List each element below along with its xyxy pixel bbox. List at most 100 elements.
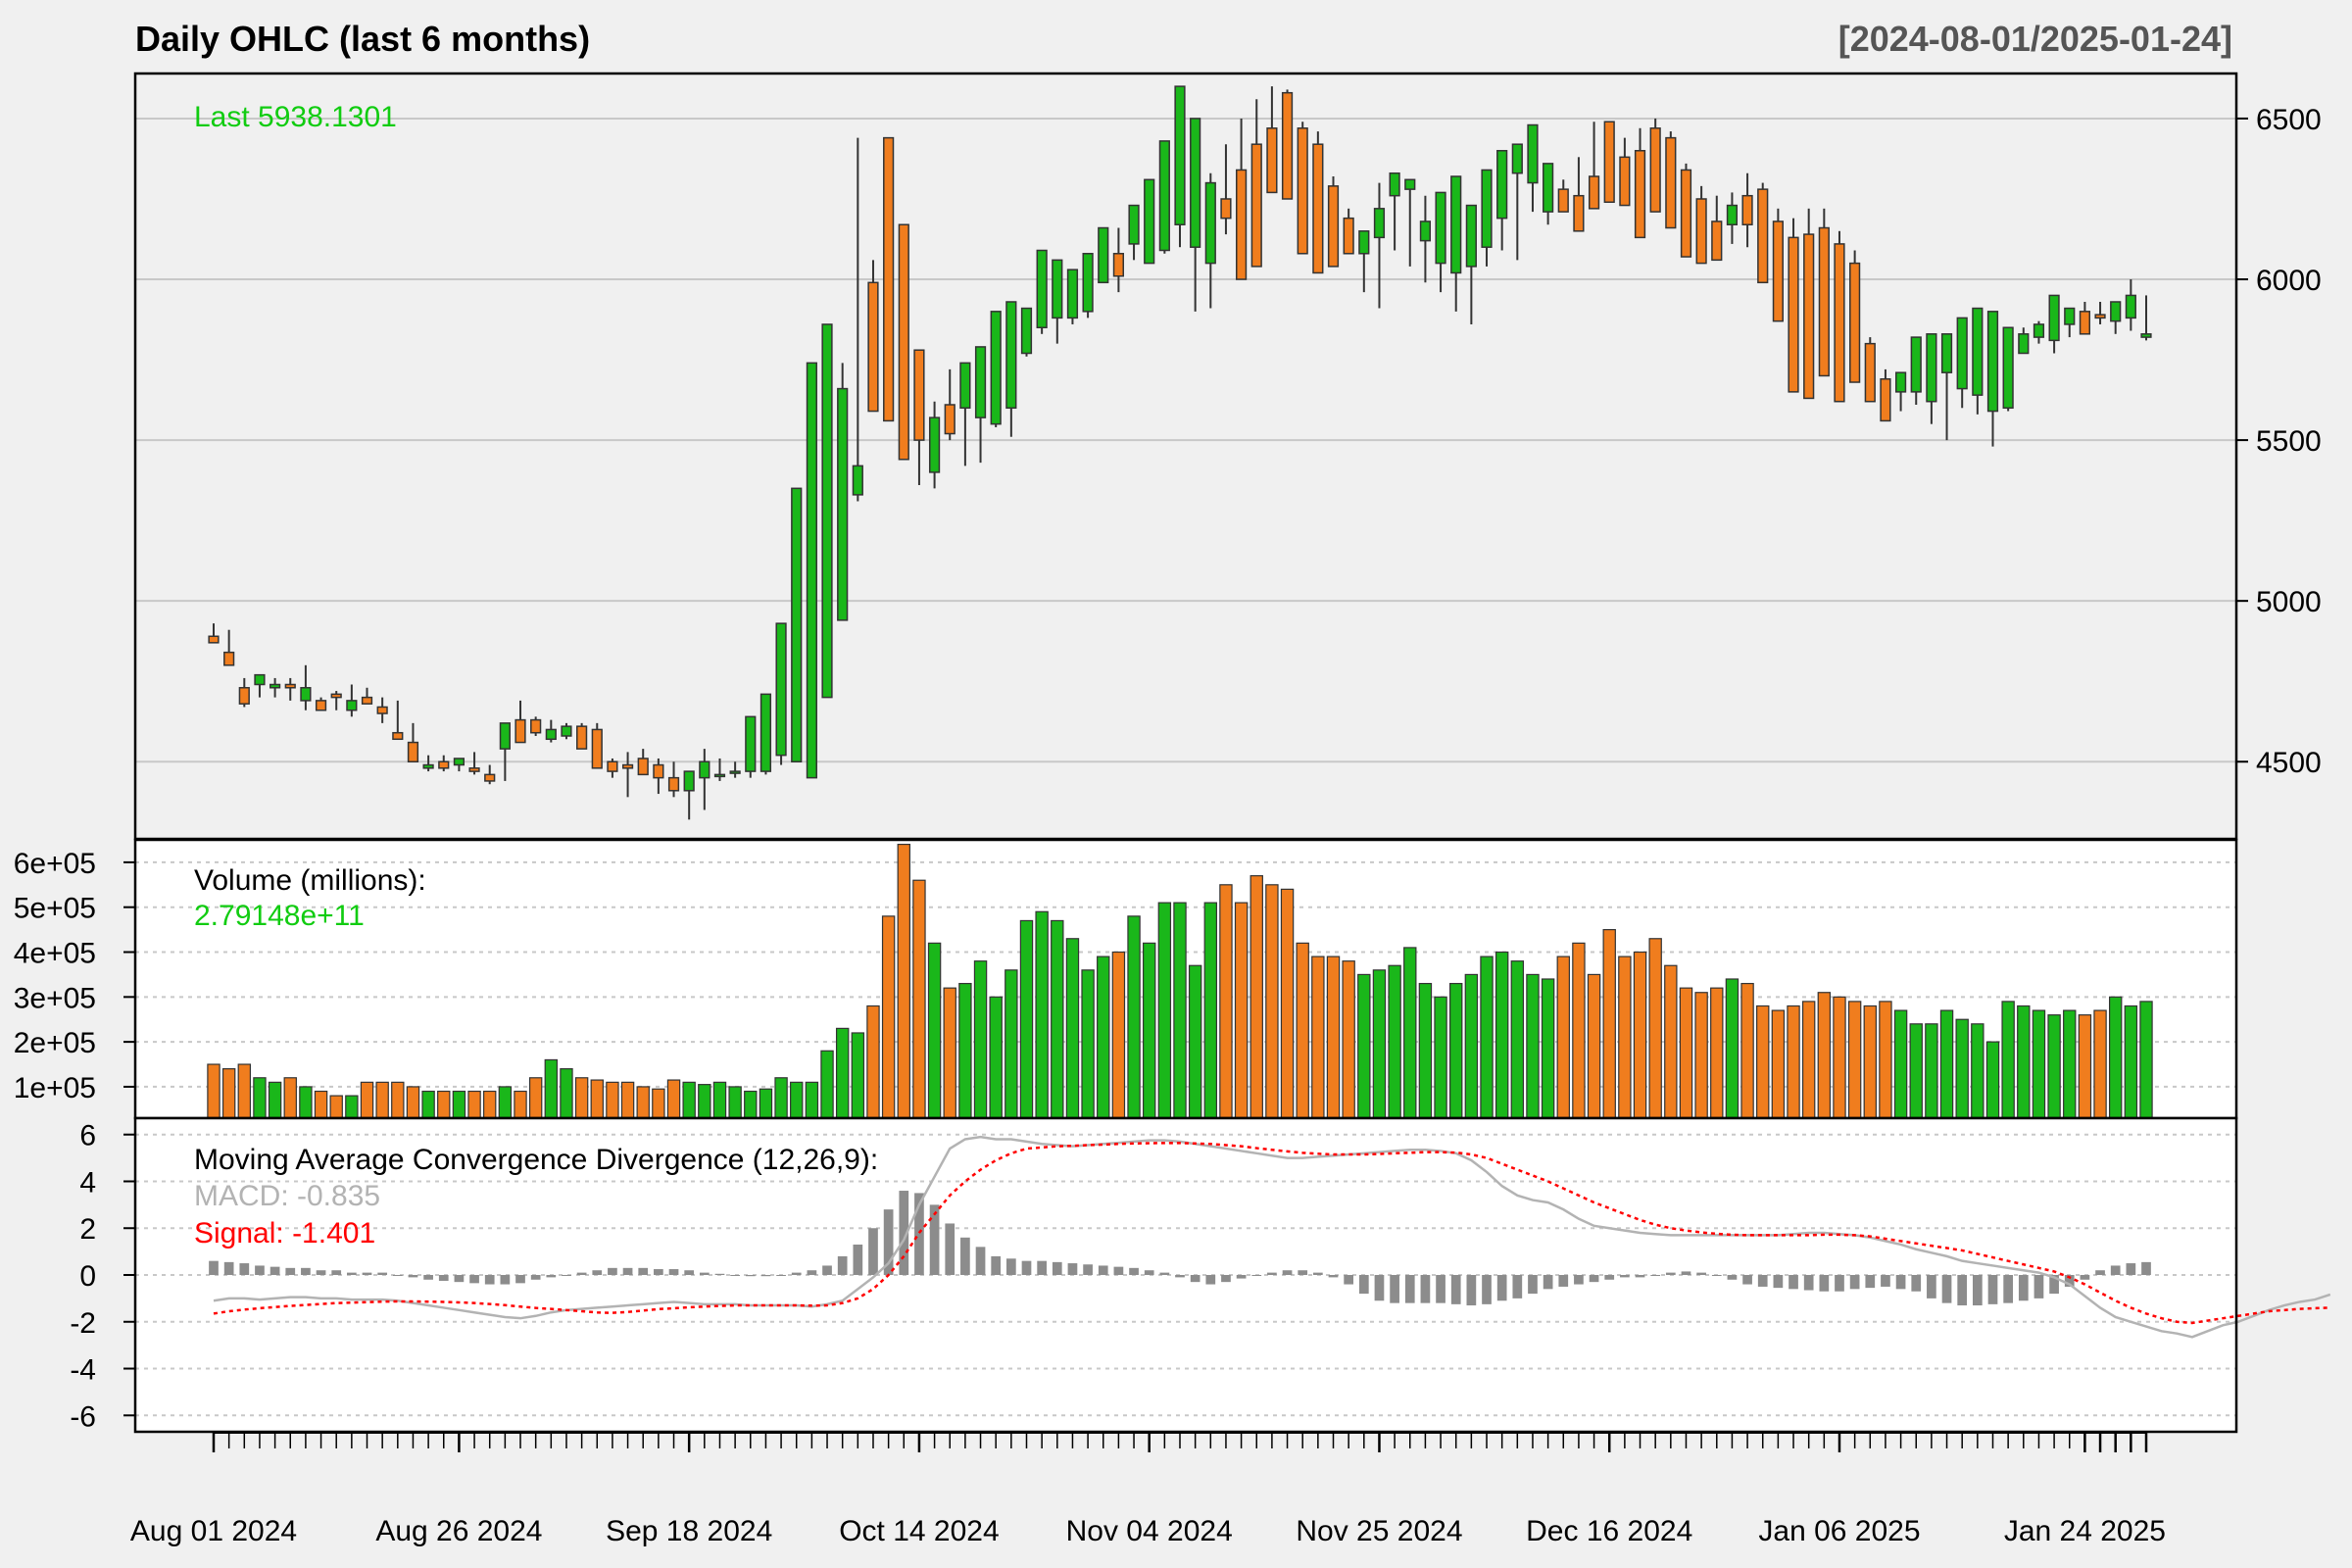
x-axis-label: Nov 25 2024 xyxy=(1296,1515,1462,1547)
candle-body xyxy=(913,349,925,441)
volume-bar xyxy=(1725,978,1740,1119)
candle-body xyxy=(729,770,741,774)
macd-histogram-bar xyxy=(270,1266,280,1275)
candle-body xyxy=(208,635,220,644)
candle-body xyxy=(1481,169,1493,248)
macd-histogram-bar xyxy=(668,1269,679,1275)
volume-bar xyxy=(2124,1004,2138,1119)
volume-bar xyxy=(774,1077,788,1119)
volume-bar xyxy=(881,915,896,1119)
volume-bar xyxy=(1265,884,1279,1119)
volume-bar xyxy=(1587,973,1601,1119)
candle-body xyxy=(1680,169,1692,258)
candle-body xyxy=(898,223,909,461)
macd-histogram-bar xyxy=(1512,1275,1523,1298)
macd-histogram-bar xyxy=(807,1270,817,1275)
volume-bar xyxy=(345,1095,359,1119)
volume-bar xyxy=(1787,1004,1800,1119)
volume-bar xyxy=(1939,1009,1954,1119)
macd-y-tick-label: 6 xyxy=(79,1120,96,1152)
volume-bar xyxy=(1065,938,1080,1119)
candle-body xyxy=(1297,127,1308,255)
volume-bar xyxy=(927,942,942,1119)
macd-histogram-bar xyxy=(622,1267,633,1275)
macd-histogram-bar xyxy=(1390,1275,1399,1303)
macd-histogram-bar xyxy=(301,1267,311,1275)
x-axis-labels: Aug 01 2024 Aug 26 2024 Sep 18 2024 Oct 14 … xyxy=(130,1515,2166,1547)
volume-bar xyxy=(514,1090,527,1119)
candle-body xyxy=(1940,333,1953,373)
candle-body xyxy=(1741,194,1753,225)
volume-bar xyxy=(1694,992,1708,1119)
macd-histogram-bar xyxy=(1159,1272,1170,1275)
macd-histogram-bar xyxy=(285,1267,296,1275)
macd-histogram-bar xyxy=(1190,1275,1200,1283)
macd-panel: -6 -4 -2 0 2 4 6 Moving Average Convergence Di… xyxy=(70,1116,2331,1433)
volume-bar xyxy=(1879,1001,1892,1119)
candle-body xyxy=(438,760,450,769)
macd-histogram-bar xyxy=(1496,1275,1507,1301)
volume-y-tick-label: 5e+05 xyxy=(14,893,96,925)
candle-body xyxy=(806,362,817,779)
volume-bar xyxy=(2078,1014,2092,1119)
volume-bar xyxy=(652,1088,665,1119)
candle-body xyxy=(315,700,327,711)
volume-bar xyxy=(1494,951,1509,1119)
signal-value-label: Signal: -1.401 xyxy=(194,1217,375,1250)
candle-body xyxy=(468,767,480,772)
candle-body xyxy=(1066,269,1079,319)
macd-histogram-bar xyxy=(745,1275,756,1277)
candle-body xyxy=(1619,156,1631,207)
candle-body xyxy=(254,673,266,686)
candle-body xyxy=(2079,311,2090,335)
macd-histogram-bar xyxy=(1849,1275,1860,1290)
candle-body xyxy=(959,362,971,410)
candle-body xyxy=(1788,236,1799,393)
macd-histogram-bar xyxy=(347,1272,357,1275)
volume-bar xyxy=(1971,1023,1984,1119)
volume-bar xyxy=(2001,1001,2015,1119)
macd-histogram-bar xyxy=(1205,1275,1216,1285)
volume-bar xyxy=(1801,1001,1816,1119)
candle-body xyxy=(1450,175,1462,274)
volume-bar xyxy=(1556,956,1570,1119)
candle-body xyxy=(484,773,496,782)
volume-bar xyxy=(805,1081,819,1119)
candle-body xyxy=(944,404,956,435)
macd-lines xyxy=(213,1135,2331,1339)
macd-histogram-bar xyxy=(991,1255,1002,1275)
candle-body xyxy=(653,763,664,779)
macd-histogram-bar xyxy=(1941,1275,1952,1303)
x-axis-label: Aug 26 2024 xyxy=(375,1515,542,1547)
price-y-tick-label: 4500 xyxy=(2256,747,2322,779)
macd-histogram-bar xyxy=(1757,1275,1768,1287)
volume-bar xyxy=(1740,982,1754,1119)
price-panel-background xyxy=(135,74,2236,839)
volume-bar xyxy=(866,1004,880,1119)
macd-histogram-bar xyxy=(1113,1266,1124,1275)
candle-body xyxy=(1803,233,1815,400)
candle-body xyxy=(1527,123,1539,184)
x-axis-label: Jan 24 2025 xyxy=(2004,1515,2166,1547)
x-axis-label: Nov 04 2024 xyxy=(1066,1515,1233,1547)
price-y-tick-label: 5500 xyxy=(2256,425,2322,458)
macd-histogram-bar xyxy=(331,1270,342,1275)
candle-body xyxy=(2094,314,2106,319)
candle-body xyxy=(591,728,603,769)
candle-body xyxy=(392,731,404,741)
candle-body xyxy=(1128,204,1140,245)
volume-y-tick-label: 4e+05 xyxy=(14,938,96,970)
macd-histogram-bar xyxy=(1681,1271,1691,1275)
macd-histogram-bar xyxy=(454,1275,465,1283)
volume-bar xyxy=(1127,915,1141,1119)
candle-body xyxy=(928,416,941,473)
candle-body xyxy=(1726,204,1739,225)
x-axis-label: Dec 16 2024 xyxy=(1526,1515,1692,1547)
macd-histogram-bar xyxy=(1420,1275,1431,1303)
macd-histogram-bar xyxy=(1298,1270,1308,1275)
macd-histogram-bar xyxy=(2018,1275,2029,1301)
macd-histogram-bar xyxy=(1450,1275,1461,1304)
volume-y-axis: 1e+05 2e+05 3e+05 4e+05 5e+05 6e+05 xyxy=(14,848,135,1104)
volume-y-tick-label: 3e+05 xyxy=(14,982,96,1014)
